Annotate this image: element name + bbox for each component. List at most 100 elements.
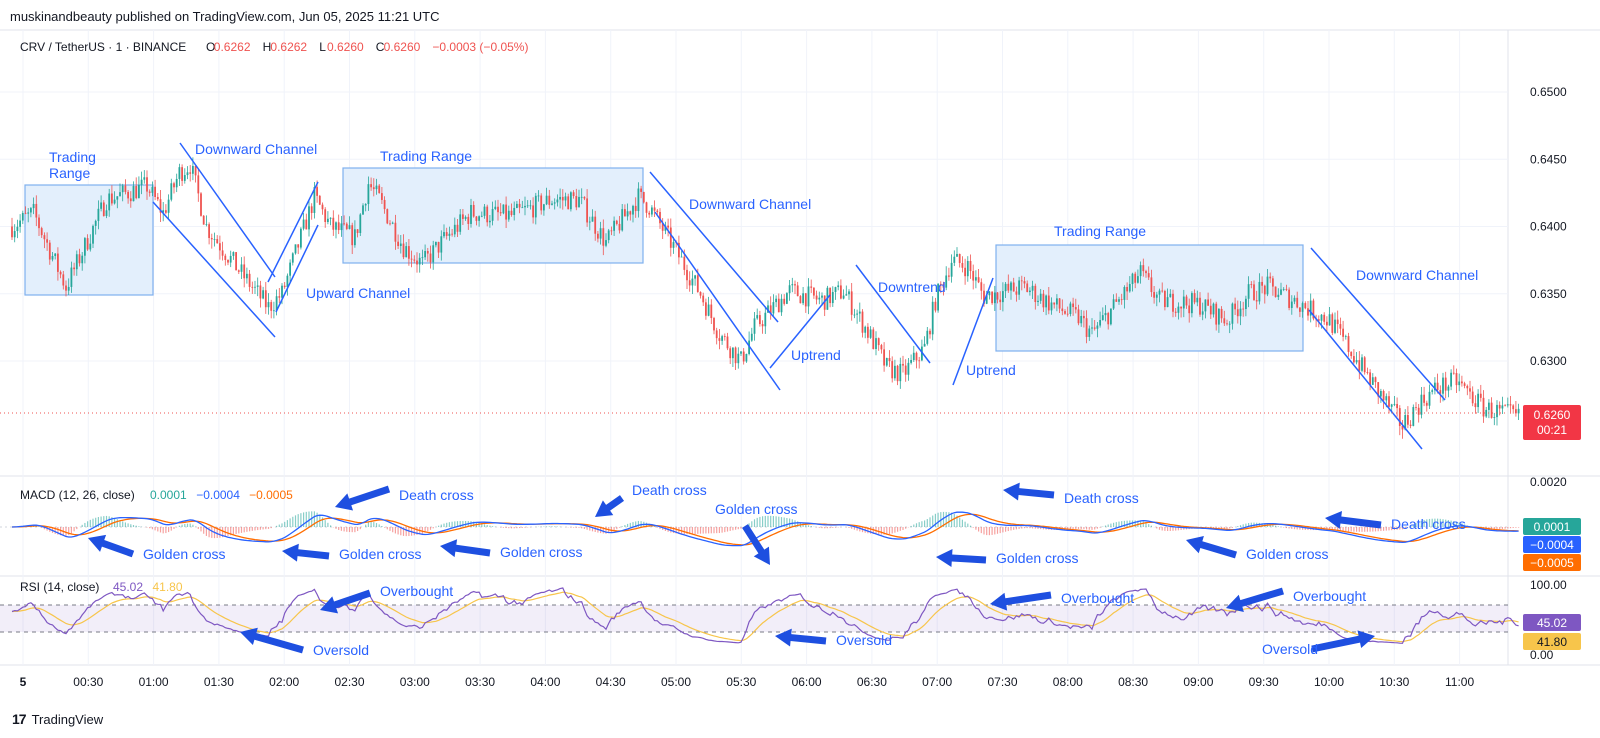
candle-body: [710, 304, 713, 319]
arrow-death-cross-2[interactable]: [595, 495, 625, 517]
candle-body: [1390, 404, 1393, 407]
arrow-overbought-1[interactable]: [320, 589, 372, 614]
macd-hist-badge-value: 0.0001: [1534, 520, 1571, 534]
candle-body: [1479, 393, 1482, 398]
candle-body: [370, 184, 372, 188]
candle-body: [1393, 403, 1396, 405]
arrow-oversold-3[interactable]: [1311, 630, 1375, 653]
ohlc-field: L: [319, 40, 326, 54]
candle-body: [1263, 285, 1266, 295]
candle-body: [499, 212, 502, 214]
channel-line-3b[interactable]: [1308, 309, 1423, 450]
candle-body: [1353, 356, 1355, 363]
candle-body: [1482, 397, 1485, 417]
candle-body: [1409, 424, 1412, 426]
label-golden-cross-1: Golden cross: [143, 546, 225, 562]
arrow-golden-cross-2[interactable]: [282, 543, 330, 562]
rsi-title[interactable]: RSI (14, close): [20, 580, 99, 594]
arrow-golden-cross-1[interactable]: [88, 534, 135, 558]
channel-line-1b[interactable]: [152, 201, 276, 338]
arrow-golden-cross-6[interactable]: [1186, 535, 1238, 559]
arrow-overbought-2[interactable]: [990, 591, 1052, 611]
candle-body: [502, 204, 505, 214]
arrow-death-cross-1[interactable]: [335, 485, 391, 511]
candle-body: [1444, 377, 1447, 391]
candle-body: [1083, 315, 1085, 319]
candle-body: [1380, 390, 1382, 397]
upward-channel-line-b[interactable]: [267, 181, 319, 283]
arrow-death-cross-3[interactable]: [1003, 482, 1055, 501]
candle-body: [399, 243, 402, 247]
tradingview-brand[interactable]: 17 TradingView: [12, 711, 103, 727]
label-overbought-3: Overbought: [1293, 588, 1366, 604]
symbol-label[interactable]: CRV / TetherUS · 1 · BINANCE: [20, 40, 186, 54]
time-tick: 06:00: [792, 675, 822, 689]
candle-body: [97, 208, 100, 221]
label-death-cross-3: Death cross: [1064, 490, 1139, 506]
trend-lines[interactable]: [152, 142, 1446, 450]
candle-body: [1045, 295, 1047, 308]
candle-body: [907, 362, 910, 375]
candle-body: [1064, 311, 1066, 314]
candle-body: [243, 264, 246, 279]
candle-body: [575, 196, 578, 208]
candle-body: [831, 292, 834, 304]
price-scale[interactable]: 0.6500 0.6450 0.6400 0.6350 0.6300: [1530, 85, 1567, 368]
candle-body: [294, 244, 297, 254]
candle-body: [227, 259, 229, 263]
channel-line-2b[interactable]: [654, 211, 781, 391]
time-axis[interactable]: 5 00:30 01:00 01:30 02:00 02:30 03:00 03:30 04:0…: [20, 675, 1475, 689]
candle-body: [929, 330, 931, 335]
time-tick: 02:30: [334, 675, 364, 689]
arrow-oversold-2[interactable]: [775, 628, 827, 647]
candle-body: [683, 256, 686, 270]
candle-body: [621, 209, 624, 231]
time-tick: 03:30: [465, 675, 495, 689]
arrow-golden-cross-5[interactable]: [936, 548, 987, 567]
candle-body: [753, 318, 756, 334]
trading-range-box-3[interactable]: [995, 244, 1304, 352]
candle-body: [162, 210, 165, 213]
channel-line-3a[interactable]: [1310, 247, 1446, 401]
downtrend-line[interactable]: [855, 264, 931, 364]
candle-body: [718, 338, 721, 341]
candle-body: [1218, 308, 1220, 325]
upward-channel-line-a[interactable]: [275, 224, 319, 313]
candle-body: [1199, 297, 1201, 315]
candle-body: [1207, 299, 1209, 306]
arrow-oversold-1[interactable]: [240, 627, 304, 654]
candle-body: [996, 292, 999, 300]
candle-body: [432, 245, 435, 263]
label-uptrend-2: Uptrend: [966, 362, 1016, 378]
channel-line-1a[interactable]: [179, 142, 276, 278]
candle-body: [966, 260, 969, 277]
candle-body: [1085, 318, 1088, 337]
arrow-golden-cross-3[interactable]: [440, 539, 491, 558]
trading-range-boxes[interactable]: [24, 167, 1304, 352]
candle-body: [143, 177, 146, 180]
time-tick: 08:00: [1053, 675, 1083, 689]
candle-body: [192, 166, 194, 174]
candle-body: [237, 270, 240, 272]
annotation-arrows[interactable]: [88, 482, 1382, 654]
arrow-death-cross-4[interactable]: [1325, 511, 1382, 529]
candle-body: [1350, 351, 1353, 357]
macd-title[interactable]: MACD (12, 26, close): [20, 488, 135, 502]
candle-body: [1328, 314, 1331, 326]
candle-body: [1077, 309, 1080, 324]
candle-body: [745, 353, 748, 362]
uptrend-line-1[interactable]: [769, 294, 831, 369]
candle-body: [918, 360, 921, 362]
candle-body: [1504, 405, 1506, 407]
time-tick: 05:00: [661, 675, 691, 689]
candle-body: [410, 258, 413, 260]
arrow-golden-cross-4[interactable]: [742, 524, 770, 565]
candle-body: [89, 243, 92, 250]
candle-body: [1020, 280, 1023, 282]
candle-body: [605, 240, 607, 246]
arrow-overbought-3[interactable]: [1226, 587, 1285, 613]
channel-line-2a[interactable]: [649, 171, 779, 323]
uptrend-line-2[interactable]: [952, 277, 994, 386]
candle-body: [1182, 296, 1185, 309]
